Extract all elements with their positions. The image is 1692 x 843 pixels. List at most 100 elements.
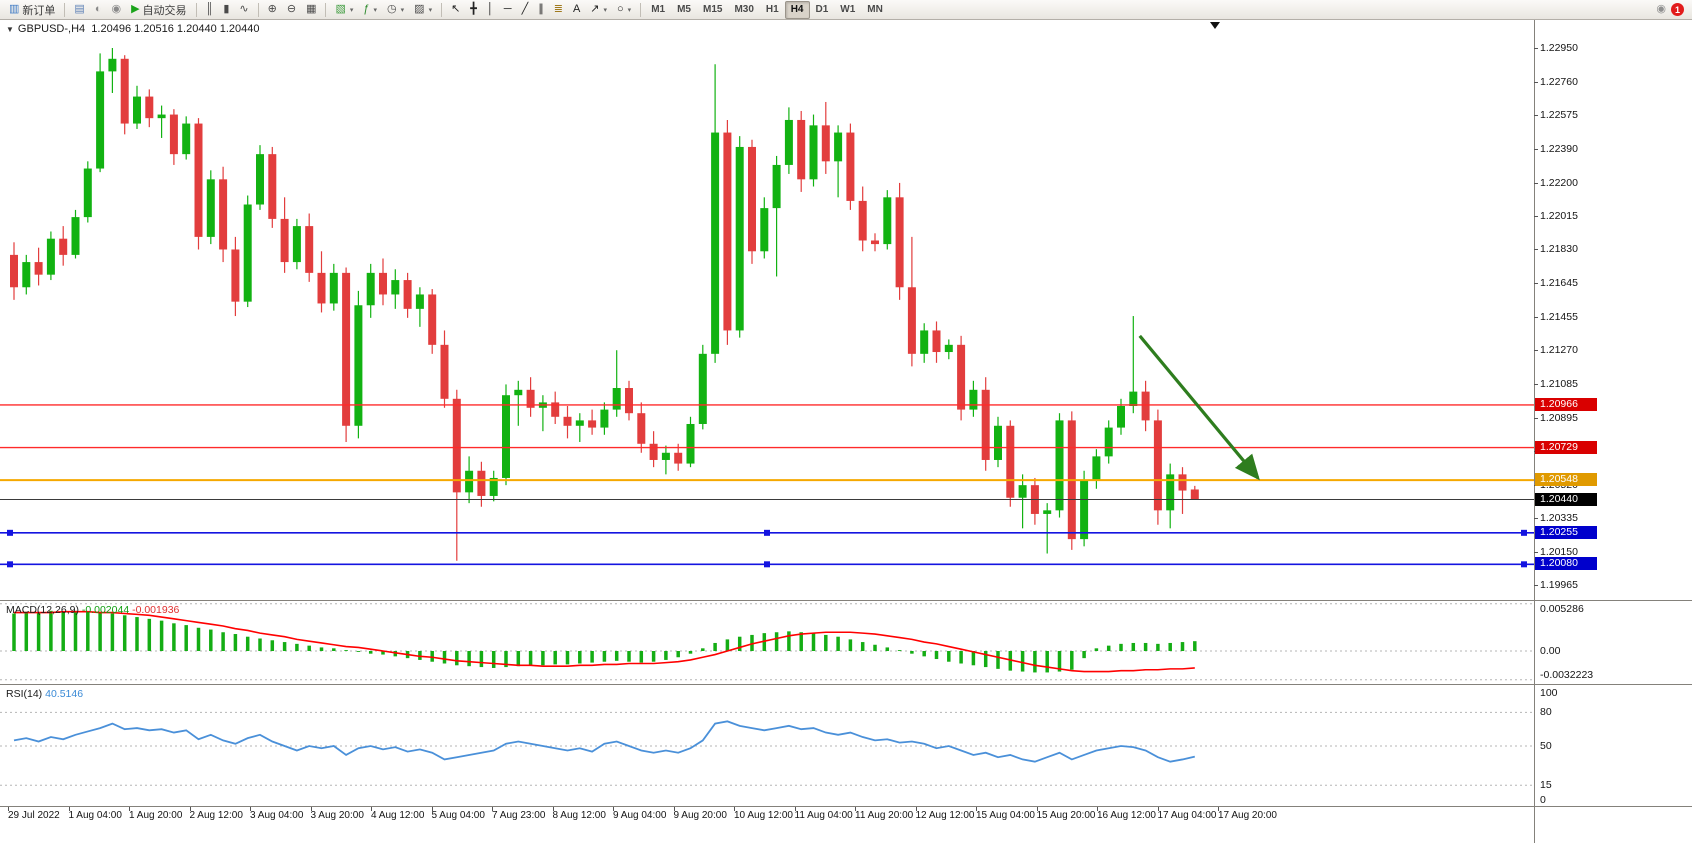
zoom-out-button[interactable]: ⊖: [282, 0, 301, 19]
profiles-icon[interactable]: ◐: [90, 0, 107, 19]
horizontal-line-tool-button[interactable]: ─: [499, 0, 517, 19]
date-label: 17 Aug 20:00: [1218, 810, 1277, 821]
crosshair-tool-button[interactable]: ╋: [465, 0, 482, 19]
pane-separator-rsi[interactable]: [0, 684, 1692, 685]
date-tick: [734, 807, 735, 811]
support-2-handle[interactable]: [1521, 561, 1527, 568]
resistance-1-price-tag: 1.20966: [1535, 397, 1597, 411]
toolbar-separator: [257, 2, 259, 17]
timeframe-button-h4[interactable]: H4: [784, 0, 810, 19]
timeframe-button-m30[interactable]: M30: [734, 4, 754, 15]
line-chart-button[interactable]: ∿: [234, 0, 253, 19]
support-icon[interactable]: ◉: [1656, 3, 1666, 15]
timeframe-button-m1[interactable]: M1: [651, 4, 666, 15]
trendline-tool-button[interactable]: ╱: [517, 0, 534, 19]
price-tick-mark: [1534, 518, 1538, 520]
candle-body: [907, 287, 916, 354]
macd-pane[interactable]: [0, 602, 1534, 684]
profiles-icon-icon: ◐: [94, 3, 102, 15]
vertical-line-tool-icon: │: [486, 3, 494, 15]
date-tick: [129, 807, 130, 811]
indicators-button[interactable]: ƒ ▾: [358, 0, 382, 19]
shapes-tool-button[interactable]: ○ ▾: [612, 0, 636, 19]
resistance-2-price-tag: 1.20729: [1535, 440, 1597, 454]
date-tick: [794, 807, 796, 811]
zoom-in-button[interactable]: ⊕: [263, 0, 282, 19]
candle-body: [108, 58, 117, 72]
rsi-axis-label: 0: [1540, 794, 1546, 806]
new-chart-button[interactable]: ▧ ▾: [330, 0, 358, 19]
price-tick-label: 1.22015: [1540, 210, 1578, 223]
support-1-handle[interactable]: [764, 529, 770, 536]
candle-body: [157, 114, 166, 119]
pane-separator-macd[interactable]: [0, 600, 1692, 601]
candle-body: [256, 154, 264, 205]
main-chart-pane[interactable]: [0, 20, 1534, 600]
date-tick: [1157, 807, 1159, 811]
bar-chart-icon: ║: [205, 3, 214, 15]
date-label: 11 Aug 20:00: [855, 810, 914, 821]
candlestick-chart-button[interactable]: ▮: [218, 0, 234, 19]
candle-body: [22, 262, 31, 288]
arrows-tool-button[interactable]: ↗ ▾: [585, 0, 612, 19]
support-2-handle[interactable]: [7, 561, 13, 568]
candle-body: [71, 217, 80, 255]
autotrading-button[interactable]: ▶ 自动交易: [126, 0, 191, 19]
price-tick-label: 1.19965: [1540, 578, 1578, 591]
date-tick: [552, 807, 554, 811]
candle-body: [1129, 391, 1138, 406]
candle-body: [206, 179, 215, 237]
timeframe-button-m5[interactable]: M5: [677, 4, 691, 15]
toolbar-right: ◉ 1: [1656, 3, 1688, 16]
support-1-handle[interactable]: [7, 529, 13, 536]
trend-arrow[interactable]: [1138, 334, 1260, 481]
support-1-handle[interactable]: [1521, 529, 1527, 536]
date-tick: [915, 807, 917, 811]
bar-chart-button[interactable]: ║: [201, 0, 219, 19]
timeframe-button-mn[interactable]: MN: [867, 4, 883, 15]
candle-body: [514, 389, 523, 396]
macd-value-signal: -0.001936: [132, 604, 180, 616]
chart-window-icon[interactable]: ▤: [69, 0, 89, 19]
candle-body: [895, 197, 904, 288]
notification-badge[interactable]: 1: [1671, 3, 1684, 16]
timeframe-button-m15[interactable]: M15: [703, 4, 723, 15]
rsi-line: [13, 720, 1196, 763]
candle-body: [489, 477, 498, 496]
macd-label: MACD(12,26,9) -0.002044 -0.001936: [6, 604, 179, 616]
price-tick-mark: [1534, 115, 1538, 117]
community-icon[interactable]: ◉: [106, 0, 126, 19]
fibonacci-tool-button[interactable]: ≣: [549, 0, 568, 19]
price-tick-mark: [1534, 249, 1538, 251]
symbol-dropdown-icon[interactable]: ▼: [6, 25, 14, 34]
periods-button[interactable]: ◷ ▾: [382, 0, 409, 19]
macd-name: MACD(12,26,9): [6, 604, 79, 616]
support-2-handle[interactable]: [764, 561, 770, 568]
date-label: 3 Aug 04:00: [250, 810, 304, 821]
periods-icon: ◷: [387, 3, 397, 15]
date-tick: [673, 807, 675, 811]
crosshair-tool-icon: ╋: [470, 3, 477, 15]
chart-shift-marker[interactable]: [1210, 22, 1220, 29]
rsi-pane[interactable]: [0, 686, 1534, 806]
candle-body: [551, 402, 560, 417]
candle-body: [871, 240, 879, 245]
timeframe-button-d1[interactable]: D1: [815, 4, 829, 15]
date-label: 9 Aug 04:00: [613, 810, 667, 821]
templates-button[interactable]: ▨ ▾: [409, 0, 437, 19]
price-tick-mark: [1534, 48, 1538, 49]
new-order-button[interactable]: ▥ 新订单: [4, 0, 60, 19]
candle-body: [502, 395, 510, 478]
vertical-line-tool-button[interactable]: │: [482, 0, 499, 19]
symbol-ohlc: 1.20496 1.20516 1.20440 1.20440: [91, 23, 260, 35]
price-tick-mark: [1534, 282, 1538, 284]
price-tick-label: 1.20150: [1540, 545, 1578, 558]
cursor-tool-button[interactable]: ↖: [446, 0, 465, 19]
text-tool-button[interactable]: A: [568, 0, 585, 19]
timeframe-button-h1[interactable]: H1: [765, 4, 779, 15]
channel-tool-button[interactable]: ∥: [533, 0, 549, 19]
date-tick: [431, 807, 433, 811]
timeframe-button-w1[interactable]: W1: [840, 4, 856, 15]
tile-windows-button[interactable]: ▦: [301, 0, 321, 19]
macd-axis-label: -0.0032223: [1540, 669, 1594, 681]
